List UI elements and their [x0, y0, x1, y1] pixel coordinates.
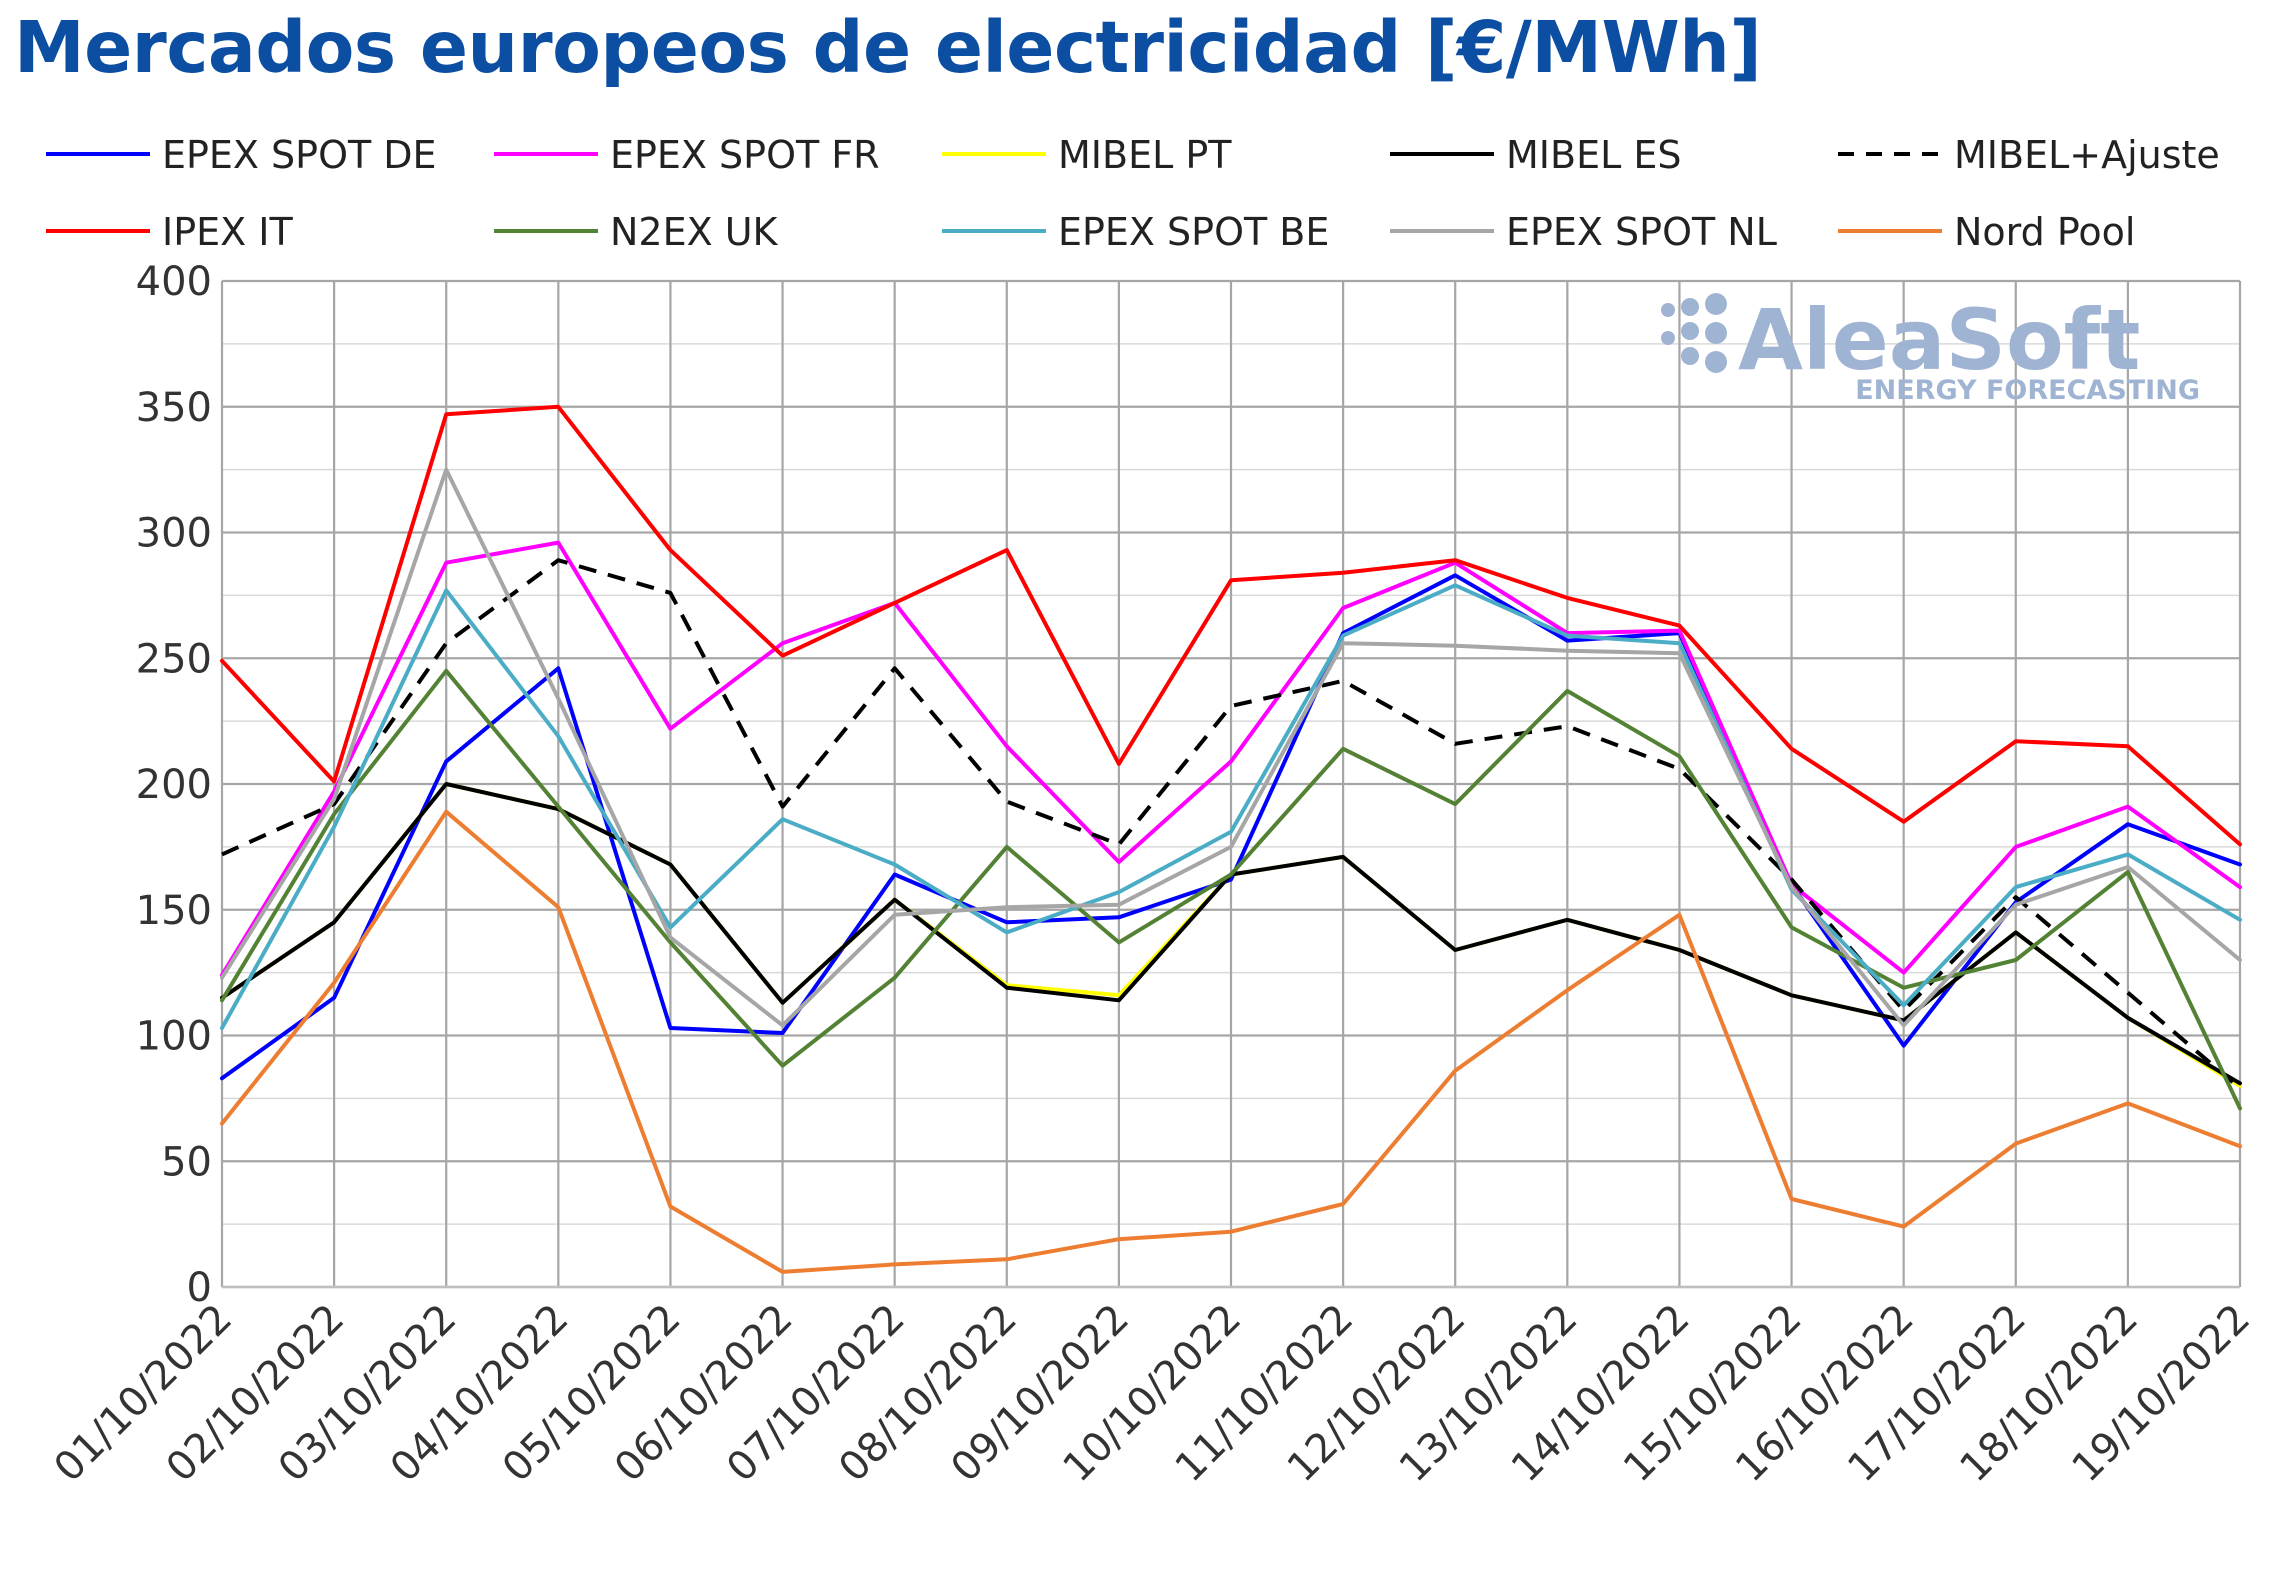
y-tick-label: 250	[136, 636, 212, 682]
legend-label-mibel-pt: MIBEL PT	[1058, 133, 1232, 177]
series-line-epex-spot-de	[220, 573, 2242, 1081]
legend: EPEX SPOT DE EPEX SPOT FR MIBEL PT MIBEL ES…	[46, 133, 2220, 254]
legend-label-ipex-it: IPEX IT	[162, 210, 293, 254]
legend-label-epex-spot-nl: EPEX SPOT NL	[1506, 210, 1777, 254]
legend-label-mibel-ajuste: MIBEL+Ajuste	[1954, 133, 2220, 177]
y-tick-label: 400	[136, 259, 212, 305]
watermark-brand: AleaSoft	[1738, 291, 2140, 389]
grid	[220, 279, 2242, 1289]
legend-label-n2ex-uk: N2EX UK	[610, 210, 779, 254]
y-tick-label: 150	[136, 888, 212, 934]
legend-label-epex-spot-de: EPEX SPOT DE	[162, 133, 437, 177]
series-lines	[220, 404, 2242, 1274]
series-line-mibel-ajuste	[221, 558, 2242, 1090]
series-line-ipex-it	[220, 404, 2242, 847]
y-tick-label: 0	[187, 1265, 212, 1311]
y-tick-label: 50	[161, 1139, 212, 1185]
y-tick-label: 100	[136, 1014, 212, 1060]
series-line-epex-spot-be	[220, 583, 2242, 1030]
y-tick-label: 200	[136, 762, 212, 808]
legend-label-nord-pool: Nord Pool	[1954, 210, 2135, 254]
watermark: AleaSoft ENERGY FORECASTING	[1661, 291, 2200, 406]
series-line-nord-pool	[220, 809, 2242, 1274]
legend-label-mibel-es: MIBEL ES	[1506, 133, 1681, 177]
legend-label-epex-spot-fr: EPEX SPOT FR	[610, 133, 880, 177]
y-tick-label: 350	[136, 385, 212, 431]
watermark-tagline: ENERGY FORECASTING	[1855, 375, 2200, 406]
y-tick-label: 300	[136, 511, 212, 557]
legend-label-epex-spot-be: EPEX SPOT BE	[1058, 210, 1329, 254]
series-line-n2ex-uk	[220, 668, 2242, 1111]
aleasoft-logo-dots-icon	[1661, 293, 1727, 373]
chart-title: Mercados europeos de electricidad [€/MWh…	[14, 6, 1762, 89]
series-line-epex-spot-nl	[220, 467, 2242, 1028]
series-line-epex-spot-fr	[220, 540, 2242, 978]
